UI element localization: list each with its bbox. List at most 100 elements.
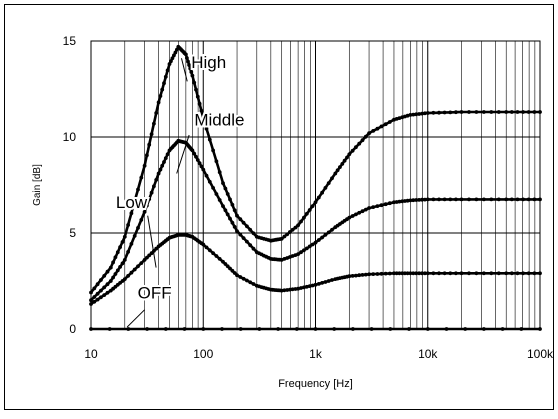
series-point-high <box>113 255 118 260</box>
series-point-middle <box>371 205 376 210</box>
series-point-high <box>184 52 188 57</box>
series-point-middle <box>228 216 232 221</box>
series-point-middle <box>431 197 436 202</box>
series-point-low <box>387 271 392 276</box>
series-point-low <box>360 273 365 277</box>
series-point-middle <box>302 248 306 253</box>
series-point-middle <box>383 202 388 207</box>
series-point-high <box>245 224 249 229</box>
series-point-middle <box>207 179 212 184</box>
series-point-middle <box>197 161 202 166</box>
series-point-high <box>163 74 168 79</box>
series-point-low <box>425 271 430 276</box>
series-point-high <box>333 171 338 176</box>
series-point-middle <box>299 250 303 255</box>
series-point-low <box>375 272 380 276</box>
series-point-high <box>532 110 537 114</box>
series-point-middle <box>129 242 134 246</box>
series-point-middle <box>201 167 206 172</box>
series-point-high <box>139 175 144 180</box>
series-point-low <box>296 286 300 291</box>
series-point-middle <box>225 212 230 217</box>
series-point-middle <box>509 197 514 202</box>
series-point-high <box>363 134 368 139</box>
series-point-middle <box>467 197 471 202</box>
series-point-low <box>408 271 413 276</box>
series-point-high <box>375 126 380 131</box>
series-point-high <box>347 152 352 157</box>
series-point-high <box>467 110 471 114</box>
series-point-middle <box>139 218 144 222</box>
series-point-high <box>129 211 134 216</box>
series-point-high <box>152 121 156 126</box>
series-point-high <box>437 110 441 115</box>
series-point-low <box>316 282 321 286</box>
series-point-low <box>132 267 137 272</box>
series-point-low <box>394 271 399 276</box>
series-point-high <box>290 227 295 232</box>
series-point-high <box>387 120 392 124</box>
series-point-high <box>197 101 202 106</box>
series-point-off <box>107 327 112 331</box>
x-tick-label: 100k <box>527 347 554 361</box>
series-point-high <box>420 111 424 116</box>
series-point-low <box>290 287 295 292</box>
series-point-off <box>463 327 468 331</box>
series-point-high <box>340 162 345 166</box>
series-point-middle <box>108 279 113 283</box>
series-point-high <box>454 110 458 115</box>
series-point-low <box>92 299 97 304</box>
series-point-low <box>245 278 249 283</box>
series-point-low <box>442 271 447 276</box>
series-point-high <box>330 176 334 181</box>
series-point-middle <box>95 291 100 296</box>
series-point-middle <box>120 261 125 266</box>
series-point-middle <box>149 190 154 195</box>
series-point-middle <box>194 154 198 159</box>
y-axis-title: Gain [dB] <box>32 164 43 206</box>
series-point-high <box>288 230 292 234</box>
series-point-off <box>163 327 168 331</box>
series-point-low <box>357 273 362 278</box>
series-point-middle <box>190 148 195 153</box>
series-point-low <box>149 251 154 256</box>
series-point-high <box>335 168 340 173</box>
series-point-middle <box>165 152 170 157</box>
series-point-high <box>223 186 228 191</box>
series-point-high <box>251 231 256 236</box>
series-point-middle <box>136 226 140 230</box>
y-tick-label: 0 <box>69 322 76 336</box>
series-point-middle <box>360 209 365 214</box>
series-point-low <box>383 271 388 276</box>
series-point-high <box>169 59 173 64</box>
series-point-middle <box>89 298 93 303</box>
series-point-high <box>108 265 113 270</box>
x-axis-title: Frequency [Hz] <box>278 378 353 390</box>
tick-labels: 10 100 1k 10k 100k 0 5 10 15 <box>63 34 554 361</box>
series-point-middle <box>211 186 216 190</box>
series-point-low <box>122 277 127 281</box>
series-point-high <box>204 126 209 131</box>
series-point-low <box>282 288 287 293</box>
series-point-high <box>423 111 427 116</box>
series-point-high <box>154 111 159 115</box>
series-point-off <box>482 327 486 331</box>
series-point-low <box>532 271 537 276</box>
series-point-middle <box>454 197 458 202</box>
series-point-off <box>257 327 262 331</box>
series-point-middle <box>330 227 334 232</box>
series-point-low <box>482 271 486 276</box>
series-point-low <box>414 271 419 276</box>
series-point-low <box>217 257 222 261</box>
series-point-high <box>120 240 125 244</box>
series-point-high <box>474 110 479 114</box>
series-point-high <box>201 115 206 120</box>
series-point-high <box>111 260 115 265</box>
series-point-low <box>474 271 479 276</box>
series-point-off <box>332 327 337 331</box>
series-point-middle <box>235 229 239 234</box>
series-point-middle <box>163 156 168 161</box>
series-point-middle <box>354 212 358 217</box>
series-point-middle <box>387 201 392 206</box>
series-point-low <box>417 271 421 276</box>
